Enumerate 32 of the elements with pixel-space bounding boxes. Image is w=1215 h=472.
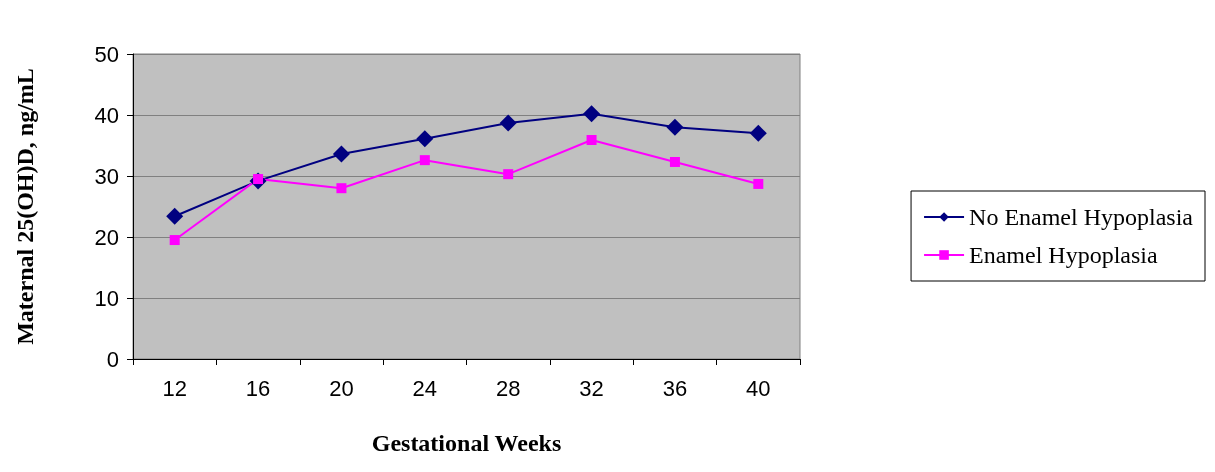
- y-tick-label: 0: [106, 346, 119, 372]
- x-tick-label: 24: [412, 375, 438, 401]
- x-tick-label: 40: [746, 375, 771, 401]
- point: [336, 183, 347, 194]
- y-tick-label: 30: [94, 163, 119, 189]
- point: [749, 124, 767, 142]
- point: [166, 207, 184, 225]
- y-tick-label: 20: [94, 224, 119, 250]
- point: [669, 156, 680, 167]
- x-tick-label: 16: [245, 375, 271, 401]
- y-axis-title: Maternal 25(OH)D, ng/mL: [12, 68, 38, 345]
- point: [499, 114, 517, 132]
- y-tick-label: 10: [94, 285, 119, 311]
- point: [586, 135, 597, 146]
- point: [419, 155, 430, 166]
- x-tick-label: 36: [662, 375, 688, 401]
- legend-label: Enamel Hypoplasia: [969, 242, 1159, 268]
- y-tick-label: 40: [94, 102, 119, 128]
- x-tick-label: 12: [162, 375, 187, 401]
- point: [583, 105, 601, 123]
- y-tick-label: 50: [94, 41, 119, 67]
- point: [332, 145, 350, 163]
- point: [169, 235, 180, 246]
- point: [753, 178, 764, 189]
- point: [416, 130, 434, 148]
- point: [666, 118, 684, 136]
- x-tick-label: 32: [579, 375, 604, 401]
- x-axis-title: Gestational Weeks: [371, 430, 562, 456]
- point: [503, 169, 514, 180]
- x-tick-label: 28: [495, 375, 521, 401]
- x-tick-label: 20: [329, 375, 354, 401]
- legend-label: No Enamel Hypoplasia: [969, 204, 1194, 230]
